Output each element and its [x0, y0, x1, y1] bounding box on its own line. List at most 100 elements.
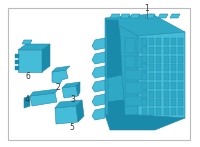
Bar	[137, 56, 147, 68]
Polygon shape	[156, 56, 161, 62]
Polygon shape	[149, 64, 154, 71]
Polygon shape	[170, 14, 180, 18]
Polygon shape	[18, 50, 42, 72]
Polygon shape	[178, 38, 183, 45]
Polygon shape	[156, 99, 161, 106]
Text: 1: 1	[145, 4, 149, 12]
Polygon shape	[171, 91, 176, 97]
Polygon shape	[149, 56, 154, 62]
Polygon shape	[55, 106, 78, 124]
Polygon shape	[171, 108, 176, 115]
Polygon shape	[142, 108, 147, 115]
Polygon shape	[149, 73, 154, 80]
Polygon shape	[171, 82, 176, 89]
Polygon shape	[138, 32, 185, 118]
Text: 2: 2	[56, 82, 60, 91]
Polygon shape	[164, 47, 169, 54]
Polygon shape	[105, 14, 185, 36]
Polygon shape	[164, 64, 169, 71]
Polygon shape	[149, 82, 154, 89]
Polygon shape	[164, 91, 169, 97]
Polygon shape	[156, 73, 161, 80]
Polygon shape	[142, 91, 147, 97]
Polygon shape	[178, 47, 183, 54]
Text: 6: 6	[26, 71, 30, 81]
Polygon shape	[108, 75, 124, 102]
Polygon shape	[22, 40, 32, 44]
Polygon shape	[178, 91, 183, 97]
Bar	[15, 60, 19, 64]
Bar	[15, 66, 19, 70]
Polygon shape	[171, 99, 176, 106]
Bar	[125, 96, 147, 106]
Polygon shape	[92, 94, 105, 106]
Polygon shape	[142, 47, 147, 54]
Polygon shape	[178, 99, 183, 106]
Polygon shape	[142, 56, 147, 62]
Polygon shape	[164, 73, 169, 80]
Polygon shape	[171, 47, 176, 54]
Polygon shape	[107, 36, 122, 78]
Polygon shape	[171, 73, 176, 80]
Polygon shape	[156, 38, 161, 45]
Polygon shape	[105, 115, 185, 130]
Polygon shape	[76, 100, 84, 122]
Polygon shape	[171, 56, 176, 62]
Polygon shape	[156, 91, 161, 97]
Polygon shape	[24, 96, 30, 108]
Polygon shape	[156, 82, 161, 89]
Polygon shape	[178, 64, 183, 71]
Text: 3: 3	[71, 96, 75, 105]
Text: 5: 5	[70, 122, 74, 132]
Polygon shape	[142, 64, 147, 71]
Polygon shape	[145, 14, 155, 18]
Polygon shape	[164, 108, 169, 115]
Polygon shape	[142, 82, 147, 89]
Polygon shape	[42, 44, 50, 72]
Polygon shape	[164, 56, 169, 62]
Polygon shape	[130, 14, 140, 18]
Bar	[125, 82, 147, 94]
Polygon shape	[156, 108, 161, 115]
Polygon shape	[106, 20, 120, 38]
Text: 4: 4	[25, 96, 29, 105]
Polygon shape	[178, 56, 183, 62]
Polygon shape	[142, 99, 147, 106]
Polygon shape	[171, 64, 176, 71]
Polygon shape	[92, 66, 105, 78]
Polygon shape	[164, 82, 169, 89]
Polygon shape	[52, 66, 70, 72]
Polygon shape	[92, 108, 105, 120]
Polygon shape	[120, 14, 130, 18]
Polygon shape	[110, 14, 120, 18]
Polygon shape	[30, 89, 58, 96]
Polygon shape	[178, 108, 183, 115]
Bar	[125, 56, 135, 68]
Polygon shape	[178, 82, 183, 89]
Polygon shape	[178, 73, 183, 80]
Polygon shape	[171, 38, 176, 45]
Polygon shape	[105, 18, 138, 115]
Polygon shape	[149, 47, 154, 54]
Polygon shape	[156, 47, 161, 54]
Polygon shape	[149, 38, 154, 45]
Polygon shape	[30, 93, 57, 106]
Polygon shape	[55, 100, 82, 108]
Polygon shape	[164, 38, 169, 45]
Polygon shape	[108, 100, 125, 115]
Polygon shape	[142, 38, 147, 45]
Polygon shape	[52, 70, 68, 84]
Polygon shape	[92, 38, 105, 50]
Polygon shape	[76, 82, 80, 96]
Polygon shape	[149, 108, 154, 115]
Polygon shape	[92, 52, 105, 64]
Polygon shape	[158, 14, 168, 18]
Bar	[8, 8, 190, 140]
Polygon shape	[156, 64, 161, 71]
Polygon shape	[164, 99, 169, 106]
Polygon shape	[142, 73, 147, 80]
Bar	[125, 70, 147, 80]
Polygon shape	[18, 44, 50, 50]
Polygon shape	[92, 80, 105, 92]
Polygon shape	[149, 91, 154, 97]
